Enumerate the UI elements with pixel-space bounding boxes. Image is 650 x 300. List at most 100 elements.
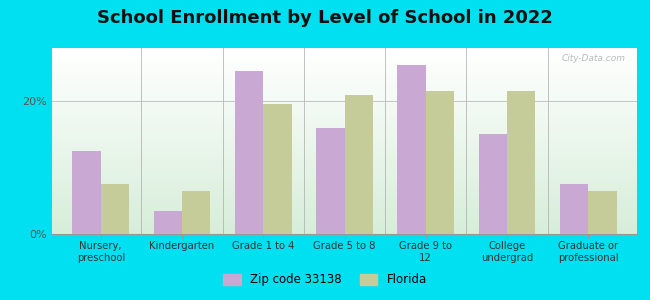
Bar xyxy=(52,157,637,158)
Bar xyxy=(52,60,637,61)
Bar xyxy=(52,222,637,223)
Bar xyxy=(52,225,637,226)
Bar xyxy=(52,96,637,97)
Bar xyxy=(52,153,637,154)
Bar xyxy=(52,165,637,166)
Bar xyxy=(52,123,637,124)
Bar xyxy=(52,168,637,169)
Bar xyxy=(52,103,637,104)
Bar xyxy=(52,175,637,176)
Bar xyxy=(397,64,426,234)
Bar xyxy=(52,191,637,192)
Bar xyxy=(153,211,182,234)
Bar xyxy=(52,226,637,227)
Bar xyxy=(52,193,637,194)
Bar xyxy=(52,198,637,199)
Text: School Enrollment by Level of School in 2022: School Enrollment by Level of School in … xyxy=(97,9,553,27)
Bar xyxy=(52,203,637,204)
Bar xyxy=(52,66,637,67)
Bar xyxy=(52,117,637,118)
Bar xyxy=(52,163,637,164)
Bar xyxy=(52,77,637,78)
Bar xyxy=(52,67,637,68)
Bar xyxy=(52,188,637,189)
Bar xyxy=(52,199,637,200)
Bar xyxy=(52,196,637,197)
Bar xyxy=(52,71,637,72)
Bar xyxy=(52,99,637,100)
Bar xyxy=(52,209,637,210)
Bar xyxy=(52,50,637,51)
Bar xyxy=(52,230,637,231)
Bar xyxy=(52,219,637,220)
Bar xyxy=(52,207,637,208)
Bar xyxy=(52,125,637,126)
Bar xyxy=(52,195,637,196)
Bar xyxy=(52,128,637,129)
Bar xyxy=(52,135,637,136)
Bar xyxy=(52,161,637,162)
Bar xyxy=(478,134,507,234)
Bar xyxy=(52,94,637,95)
Bar xyxy=(52,154,637,155)
Bar xyxy=(52,120,637,121)
Bar xyxy=(52,220,637,221)
Bar xyxy=(52,119,637,120)
Bar xyxy=(101,184,129,234)
Bar xyxy=(52,57,637,58)
Bar xyxy=(52,167,637,168)
Bar xyxy=(52,138,637,139)
Bar xyxy=(52,156,637,157)
Bar xyxy=(52,202,637,203)
Bar xyxy=(52,76,637,77)
Bar xyxy=(52,232,637,233)
Bar xyxy=(235,71,263,234)
Bar xyxy=(52,97,637,98)
Bar xyxy=(52,229,637,230)
Bar xyxy=(52,197,637,198)
Bar xyxy=(52,85,637,86)
Bar xyxy=(52,210,637,211)
Bar xyxy=(52,112,637,113)
Bar xyxy=(52,92,637,93)
Bar xyxy=(52,186,637,187)
Bar xyxy=(52,75,637,76)
Bar xyxy=(52,68,637,69)
Bar xyxy=(52,182,637,183)
Bar xyxy=(52,192,637,193)
Bar xyxy=(52,131,637,132)
Bar xyxy=(52,95,637,96)
Bar xyxy=(52,200,637,202)
Bar xyxy=(52,179,637,180)
Bar xyxy=(52,141,637,142)
Bar xyxy=(52,52,637,53)
Bar xyxy=(52,113,637,114)
Bar xyxy=(52,80,637,81)
Bar xyxy=(52,159,637,160)
Bar xyxy=(52,143,637,144)
Bar xyxy=(52,54,637,55)
Bar xyxy=(52,177,637,178)
Bar xyxy=(52,84,637,85)
Bar xyxy=(52,132,637,133)
Bar xyxy=(52,150,637,151)
Bar xyxy=(52,48,637,49)
Bar xyxy=(52,61,637,62)
Bar xyxy=(52,56,637,57)
Bar xyxy=(52,218,637,219)
Bar xyxy=(52,180,637,181)
Bar xyxy=(52,69,637,70)
Bar xyxy=(52,116,637,117)
Bar xyxy=(52,185,637,186)
Bar xyxy=(52,224,637,225)
Bar xyxy=(52,83,637,84)
Bar xyxy=(52,105,637,106)
Bar xyxy=(52,98,637,99)
Bar xyxy=(52,187,637,188)
Bar xyxy=(52,111,637,112)
Bar xyxy=(52,82,637,83)
Bar xyxy=(52,104,637,105)
Bar xyxy=(52,88,637,89)
Bar xyxy=(52,144,637,145)
Bar xyxy=(52,148,637,149)
